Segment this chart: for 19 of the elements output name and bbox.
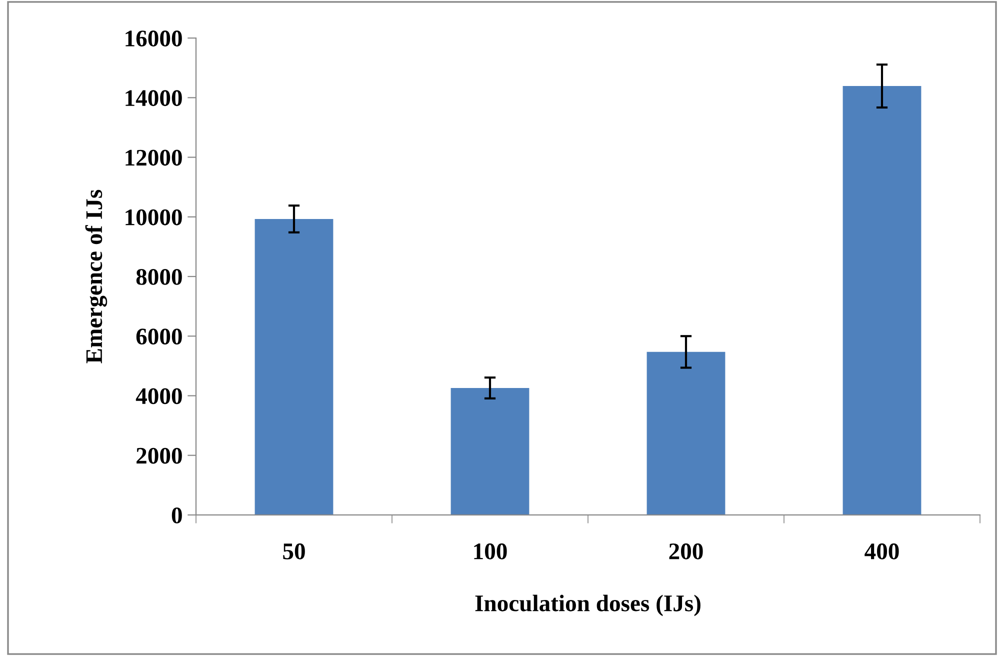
y-tick-label: 8000 — [136, 268, 182, 285]
x-tick-label: 50 — [283, 543, 305, 560]
bar — [254, 218, 334, 515]
y-tick-label: 12000 — [126, 150, 182, 166]
x-axis-title: Inoculation doses (IJs) — [475, 594, 700, 616]
bar — [646, 352, 726, 515]
y-tick-label: 0 — [172, 507, 182, 524]
bar — [842, 86, 922, 515]
x-tick-label: 400 — [864, 543, 899, 560]
y-tick-label: 2000 — [136, 448, 182, 464]
bar — [450, 388, 530, 515]
y-tick-label: 14000 — [126, 90, 182, 106]
x-tick-label: 200 — [669, 543, 703, 560]
x-tick-label: 100 — [474, 543, 507, 560]
y-tick-label: 10000 — [126, 209, 182, 226]
y-tick-label: 6000 — [136, 328, 182, 345]
y-tick-label: 16000 — [126, 30, 182, 46]
y-tick-label: 4000 — [136, 388, 182, 404]
y-axis-title: Emergence of IJs — [85, 190, 108, 364]
